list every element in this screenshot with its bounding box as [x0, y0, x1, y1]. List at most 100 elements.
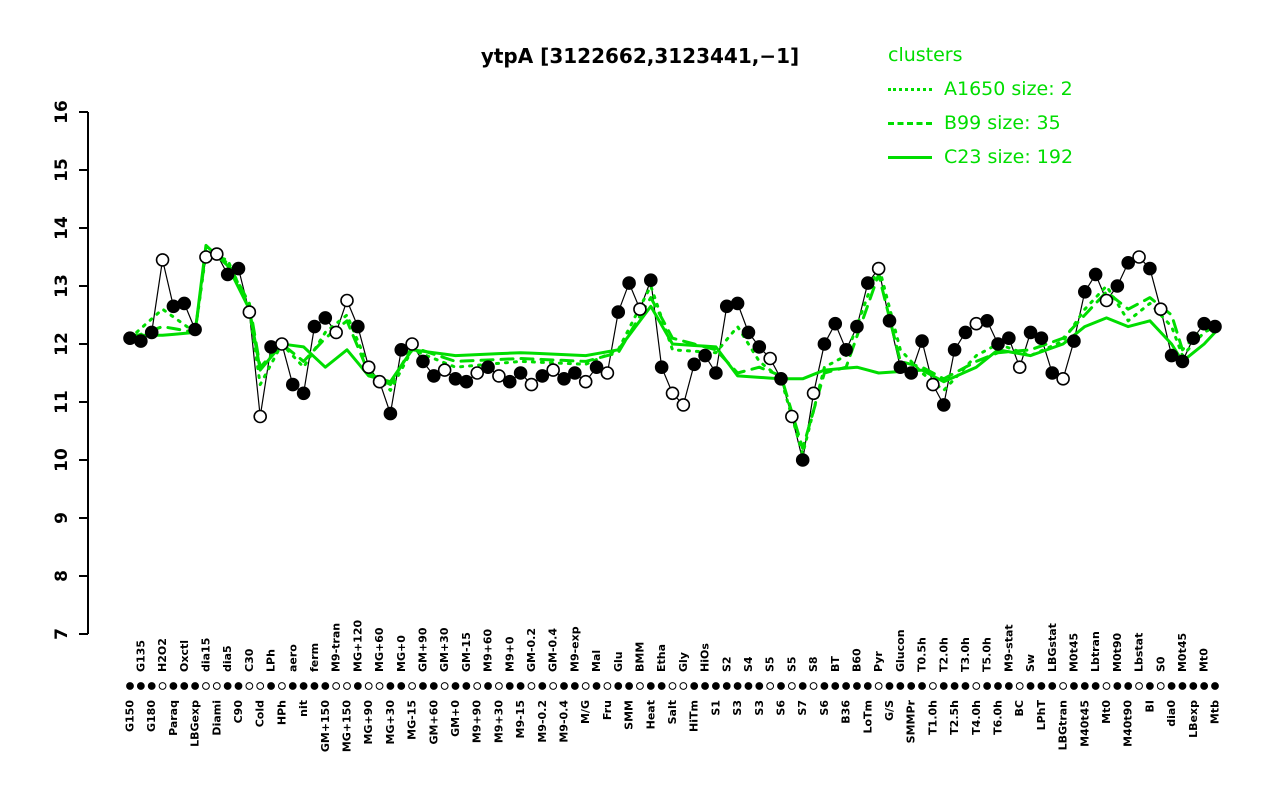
data-point — [643, 273, 658, 288]
condition-symbol — [929, 682, 937, 690]
condition-symbol — [668, 682, 677, 690]
x-label-top: Pyr — [872, 651, 885, 672]
x-label-top: aero — [286, 644, 299, 672]
data-point — [513, 366, 528, 380]
x-label-top: M9-exp — [568, 626, 581, 672]
condition-symbol — [874, 682, 883, 690]
x-label-top: GM+90 — [416, 627, 429, 672]
condition-symbol — [353, 682, 362, 690]
data-point — [1078, 284, 1092, 299]
data-point — [698, 348, 712, 363]
data-point — [383, 406, 398, 421]
condition-symbol — [234, 682, 243, 690]
x-label-bottom: B36 — [840, 700, 853, 724]
x-label-bottom: MG+90 — [362, 700, 375, 745]
data-point — [1208, 319, 1222, 334]
condition-symbol — [820, 682, 829, 690]
data-point — [1099, 293, 1114, 308]
condition-symbol — [755, 682, 764, 690]
x-label-bottom: T2.5h — [948, 700, 961, 735]
condition-symbol — [343, 682, 351, 690]
x-label-top: LPh — [265, 649, 278, 672]
data-point — [416, 354, 430, 369]
x-label-top: dia5 — [221, 645, 234, 672]
x-label-top: Etha — [655, 644, 668, 672]
x-label-top: LBGstat — [1046, 623, 1059, 672]
x-label-bottom: Diami — [210, 700, 223, 736]
data-point — [1153, 302, 1168, 317]
data-point — [492, 369, 506, 383]
legend-title: clusters — [888, 44, 963, 66]
condition-symbol — [712, 682, 720, 690]
x-label-top: S5 — [764, 656, 777, 672]
x-label-bottom: Cold — [254, 700, 267, 727]
condition-symbol — [646, 682, 655, 690]
y-tick-label: 11 — [52, 390, 72, 414]
x-label-bottom: Fru — [601, 700, 614, 720]
data-point — [980, 313, 994, 328]
dashed-line-sample — [888, 121, 932, 125]
y-tick-label: 12 — [52, 332, 72, 356]
x-label-top: M9-stat — [1002, 624, 1015, 672]
condition-symbol — [614, 682, 623, 690]
condition-symbol — [907, 682, 916, 690]
y-tick-label: 16 — [52, 100, 72, 124]
condition-symbol — [863, 682, 872, 690]
x-label-bottom: LoTm — [861, 700, 874, 734]
data-point — [850, 319, 864, 334]
x-label-bottom: T1.0h — [926, 700, 939, 735]
condition-symbol — [223, 682, 232, 690]
data-point — [144, 325, 159, 340]
condition-symbol — [766, 682, 775, 690]
y-tick-label: 14 — [52, 216, 72, 240]
x-label-top: Glucon — [894, 629, 907, 672]
condition-symbol — [1156, 682, 1165, 690]
data-point — [1143, 261, 1157, 276]
x-label-bottom: G150 — [124, 700, 137, 732]
condition-symbol — [245, 682, 254, 690]
condition-symbol — [147, 682, 156, 690]
data-point — [1067, 334, 1081, 348]
x-label-top: S4 — [742, 656, 755, 672]
x-label-top: M0t45 — [1176, 633, 1189, 672]
condition-symbol — [408, 682, 417, 690]
x-label-bottom: GM+150 — [319, 700, 332, 752]
condition-symbol — [636, 682, 644, 690]
legend-entry-c23: C23 size: 192 — [888, 146, 1073, 168]
x-label-bottom: M9-15 — [514, 700, 527, 738]
data-point — [763, 351, 777, 366]
y-tick-label: 10 — [52, 448, 72, 472]
y-tick-label: 7 — [52, 628, 72, 640]
solid-line-sample — [888, 155, 932, 159]
data-point — [351, 319, 365, 334]
plot-title: ytpA [3122662,3123441,−1] — [480, 44, 800, 68]
x-label-bottom: Heat — [644, 700, 657, 729]
x-label-top: Glu — [612, 651, 625, 672]
x-label-bottom: M40t90 — [1122, 700, 1135, 747]
condition-symbol — [451, 682, 460, 690]
data-point — [589, 360, 604, 375]
data-point — [426, 369, 441, 383]
legend-entry-label: B99 size: 35 — [944, 112, 1061, 134]
x-label-top: MG+60 — [373, 627, 386, 672]
data-point — [155, 253, 170, 267]
condition-symbol — [397, 682, 406, 690]
x-label-top: Gly — [677, 652, 690, 672]
data-point — [296, 386, 311, 401]
y-tick-label: 15 — [52, 158, 72, 182]
data-point — [307, 319, 322, 334]
condition-symbol — [462, 682, 471, 690]
data-point — [676, 398, 691, 412]
data-point — [1088, 267, 1103, 282]
data-point — [535, 369, 550, 383]
data-point — [926, 377, 940, 392]
data-point — [231, 261, 246, 276]
data-point — [1045, 366, 1060, 380]
condition-symbol — [321, 682, 330, 690]
data-point — [730, 296, 745, 311]
x-label-bottom: S7 — [796, 700, 809, 716]
x-label-top: G135 — [134, 640, 147, 672]
x-label-top: ferm — [308, 643, 321, 672]
data-point — [1132, 250, 1146, 264]
